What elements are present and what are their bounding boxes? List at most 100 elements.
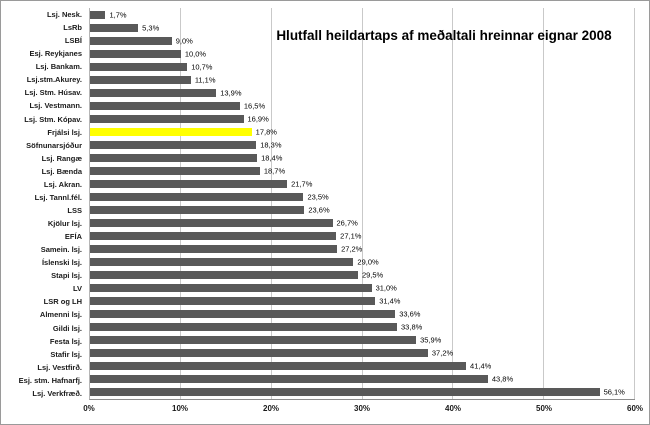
category-label: Almenni lsj. <box>39 310 82 320</box>
gridline <box>543 8 545 399</box>
gridline <box>270 8 272 399</box>
value-label: 18,7% <box>263 166 286 176</box>
bar-row: 5,3% <box>90 21 635 34</box>
category-label: Samein. lsj. <box>40 245 82 255</box>
value-label: 33,8% <box>401 322 423 332</box>
bar <box>90 349 428 358</box>
value-label: 31,0% <box>375 283 397 293</box>
bar <box>90 88 217 97</box>
bar <box>90 336 417 345</box>
bar <box>90 75 191 84</box>
bar-row: 33,6% <box>90 308 635 321</box>
bar <box>90 271 358 280</box>
bar-row: 10,7% <box>90 60 635 73</box>
bar-row: 18,7% <box>90 164 635 177</box>
category-label: EFÍA <box>64 232 82 242</box>
category-label: LsRb <box>63 23 82 33</box>
bar-row: 37,2% <box>90 347 635 360</box>
category-label: Íslenski lsj. <box>41 258 82 268</box>
chart-title: Hlutfall heildartaps af meðaltali hreinn… <box>276 28 612 43</box>
category-label: Esj. stm. Hafnarfj. <box>18 375 82 385</box>
bar <box>90 101 240 110</box>
category-label: Lsj. Akran. <box>43 179 82 189</box>
value-label: 37,2% <box>431 348 454 358</box>
bar <box>90 62 188 71</box>
bar-row: 29,0% <box>90 256 635 269</box>
bar <box>90 10 106 19</box>
bar-row: 41,4% <box>90 360 635 373</box>
value-label: 27,1% <box>340 231 362 241</box>
category-label: Frjálsi lsj. <box>47 127 82 137</box>
value-label: 26,7% <box>336 218 358 228</box>
bar-row: 1,7% <box>90 8 635 21</box>
gridline <box>179 8 181 399</box>
bar-row: 31,4% <box>90 295 635 308</box>
bar-row: 27,1% <box>90 230 635 243</box>
bar-row: 11,1% <box>90 73 635 86</box>
category-label: Esj. Reykjanes <box>29 49 82 59</box>
category-label: LSR og LH <box>43 297 82 307</box>
x-tick-label: 20% <box>262 404 280 413</box>
bar <box>90 166 260 175</box>
value-label: 27,2% <box>341 244 363 254</box>
bar <box>90 245 338 254</box>
bar <box>90 323 398 332</box>
x-tick-label: 10% <box>171 404 189 413</box>
category-label: Lsj. Stm. Húsav. <box>24 88 82 98</box>
bar <box>90 362 467 371</box>
gridline <box>634 8 635 399</box>
bar-row: 9,0% <box>90 34 635 47</box>
y-axis-category-labels: Lsj. Nesk. LsRb LSBÍ Esj. Reykjanes Lsj. Ban… <box>3 8 87 400</box>
category-label: Stapi lsj. <box>51 271 82 281</box>
bar <box>90 310 396 319</box>
bar <box>90 140 257 149</box>
bar-row: 18,4% <box>90 151 635 164</box>
bar <box>90 49 181 58</box>
x-tick-label: 30% <box>353 404 371 413</box>
bar <box>90 258 354 267</box>
bar-row: 18,3% <box>90 138 635 151</box>
plot-area: 1,7% 5,3% 9,0% 10,0% 10,7% 11,1% 13,9% 16,5% 16,… <box>89 8 635 400</box>
bar-row: 16,9% <box>90 112 635 125</box>
bar-row: 21,7% <box>90 177 635 190</box>
bar-series: 1,7% 5,3% 9,0% 10,0% 10,7% 11,1% 13,9% 16,5% 16,… <box>90 8 635 399</box>
value-label: 9,0% <box>175 36 193 46</box>
bar <box>90 153 258 162</box>
value-label: 41,4% <box>470 361 492 371</box>
bar <box>90 284 372 293</box>
value-label: 11,1% <box>194 75 216 85</box>
category-label: LSBÍ <box>64 36 82 46</box>
category-label: Lsj. Tannl.fél. <box>34 192 82 202</box>
bar-highlighted <box>90 127 252 136</box>
category-label: LV <box>72 284 82 294</box>
bar-row: 56,1% <box>90 386 635 399</box>
gridline <box>452 8 454 399</box>
bar <box>90 179 288 188</box>
category-label: Lsj. Bankam. <box>35 62 82 72</box>
value-label: 56,1% <box>603 387 625 397</box>
value-label: 17,8% <box>255 127 277 137</box>
value-label: 16,9% <box>247 114 269 124</box>
bar <box>90 388 600 397</box>
bar-row: 23,6% <box>90 203 635 216</box>
category-label: Lsj. Rangæ <box>41 153 82 163</box>
bar <box>90 297 376 306</box>
bar <box>90 192 304 201</box>
category-label: Lsj. Bænda <box>41 166 82 176</box>
value-label: 31,4% <box>379 296 401 306</box>
value-label: 18,4% <box>261 153 283 163</box>
bar <box>90 23 139 32</box>
value-label: 5,3% <box>142 23 160 33</box>
category-label: Lsj. Nesk. <box>46 10 82 20</box>
x-tick-label: 40% <box>444 404 462 413</box>
bar <box>90 36 172 45</box>
category-label: Gildi lsj. <box>52 323 82 333</box>
value-label: 10,0% <box>184 49 207 59</box>
bar-row: 33,8% <box>90 321 635 334</box>
category-label: LSS <box>67 205 82 215</box>
bar-row: 43,8% <box>90 373 635 386</box>
value-label: 16,5% <box>243 101 266 111</box>
category-label: Lsj.stm.Akurey. <box>26 75 82 85</box>
bar-row: 16,5% <box>90 99 635 112</box>
